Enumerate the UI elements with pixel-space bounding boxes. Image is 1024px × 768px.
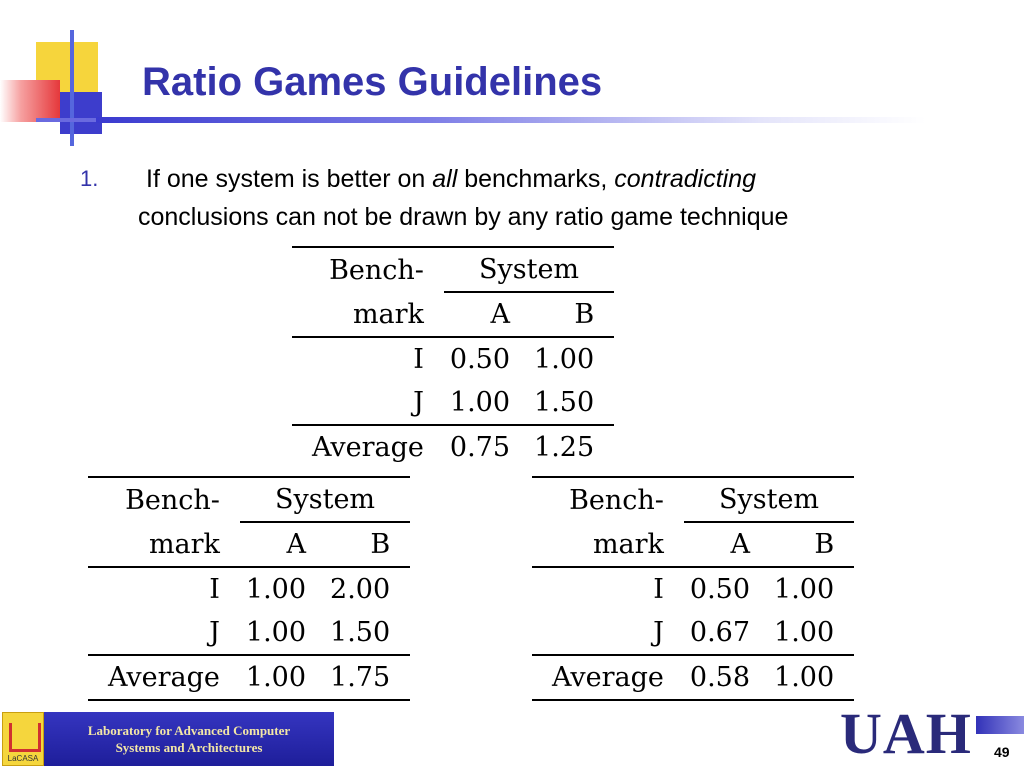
average-b: 1.75 [312, 655, 411, 701]
average-a: 1.00 [239, 655, 313, 701]
table-row: J 1.00 1.50 [88, 611, 411, 656]
header-col-b: B [756, 522, 855, 568]
average-row: Average 0.58 1.00 [532, 655, 855, 701]
cell-b: 1.00 [534, 344, 595, 375]
table-row: J 0.67 1.00 [532, 611, 855, 656]
header-bench: Bench- [532, 476, 684, 522]
header-mark: mark [292, 292, 444, 338]
header-system: System [239, 476, 411, 523]
bullet-line-2: conclusions can not be drawn by any rati… [138, 203, 789, 231]
title-underline [96, 117, 926, 123]
cell-a: 1.00 [239, 611, 313, 656]
slide-title: Ratio Games Guidelines [142, 60, 603, 104]
average-label: Average [88, 655, 240, 701]
bullet-line-1: If one system is better on all benchmark… [146, 160, 756, 198]
header-bench: Bench- [292, 246, 444, 292]
lab-name-banner: Laboratory for Advanced Computer Systems… [44, 712, 334, 766]
row-label: J [532, 611, 684, 656]
average-label: Average [532, 655, 684, 701]
header-mark: mark [88, 522, 240, 568]
logo-text: LaCASA [7, 754, 39, 763]
lab-name-line-2: Systems and Architectures [115, 740, 263, 755]
bullet-text-part1: If one system is better on [146, 165, 433, 193]
cell-a: 0.50 [449, 344, 511, 375]
ratio-table-2: Bench- System mark A B I 1.00 2.00 J 1.0… [88, 476, 411, 701]
cell-a: 0.50 [689, 574, 751, 605]
university-logo-bar [976, 716, 1024, 734]
cell-b: 1.50 [516, 381, 615, 426]
blue-square-decoration [60, 92, 102, 134]
header-bench: Bench- [88, 476, 240, 522]
header-system: System [443, 246, 615, 293]
header-col-a: A [443, 292, 517, 338]
table-row: I 0.50 1.00 [292, 337, 614, 381]
average-row: Average 0.75 1.25 [292, 425, 614, 469]
row-label: I [653, 574, 664, 605]
ratio-table-3: Bench- System mark A B I 0.50 1.00 J 0.6… [532, 476, 855, 701]
table-row: I 1.00 2.00 [88, 567, 410, 611]
vertical-line-decoration [70, 30, 74, 146]
cell-b: 1.50 [312, 611, 411, 656]
table-row: I 0.50 1.00 [532, 567, 854, 611]
average-a: 0.58 [683, 655, 757, 701]
cell-b: 1.00 [756, 611, 855, 656]
average-row: Average 1.00 1.75 [88, 655, 411, 701]
row-label: I [413, 344, 424, 375]
header-col-a: A [239, 522, 313, 568]
bullet-emphasis-all: all [432, 165, 458, 193]
bullet-text-part2: benchmarks, [457, 165, 615, 193]
row-label: J [88, 611, 240, 656]
header-mark: mark [532, 522, 684, 568]
page-number: 49 [994, 744, 1010, 760]
ratio-table-1: Bench- System mark A B I 0.50 1.00 J 1.0… [292, 246, 615, 469]
header-col-b: B [516, 292, 615, 338]
cell-a: 1.00 [245, 574, 307, 605]
university-logo: UAH [840, 701, 972, 766]
bullet-emphasis-contradicting: contradicting [614, 165, 757, 193]
house-icon [9, 723, 41, 752]
cell-a: 0.67 [683, 611, 757, 656]
lacasa-logo-icon: LaCASA [2, 712, 44, 766]
row-label: I [209, 574, 220, 605]
cell-b: 1.00 [774, 574, 835, 605]
header-col-a: A [683, 522, 757, 568]
corner-decoration [0, 0, 140, 150]
cell-b: 2.00 [330, 574, 391, 605]
red-gradient-decoration [0, 80, 60, 122]
table-row: J 1.00 1.50 [292, 381, 615, 426]
average-label: Average [312, 432, 424, 463]
header-system: System [683, 476, 855, 523]
average-a: 0.75 [449, 432, 511, 463]
horizontal-line-decoration [36, 118, 116, 122]
row-label: J [292, 381, 444, 426]
bullet-number: 1. [80, 166, 99, 191]
cell-a: 1.00 [443, 381, 517, 426]
header-col-b: B [312, 522, 411, 568]
lab-name-line-1: Laboratory for Advanced Computer [87, 723, 291, 738]
average-b: 1.25 [534, 432, 595, 463]
average-b: 1.00 [756, 655, 855, 701]
